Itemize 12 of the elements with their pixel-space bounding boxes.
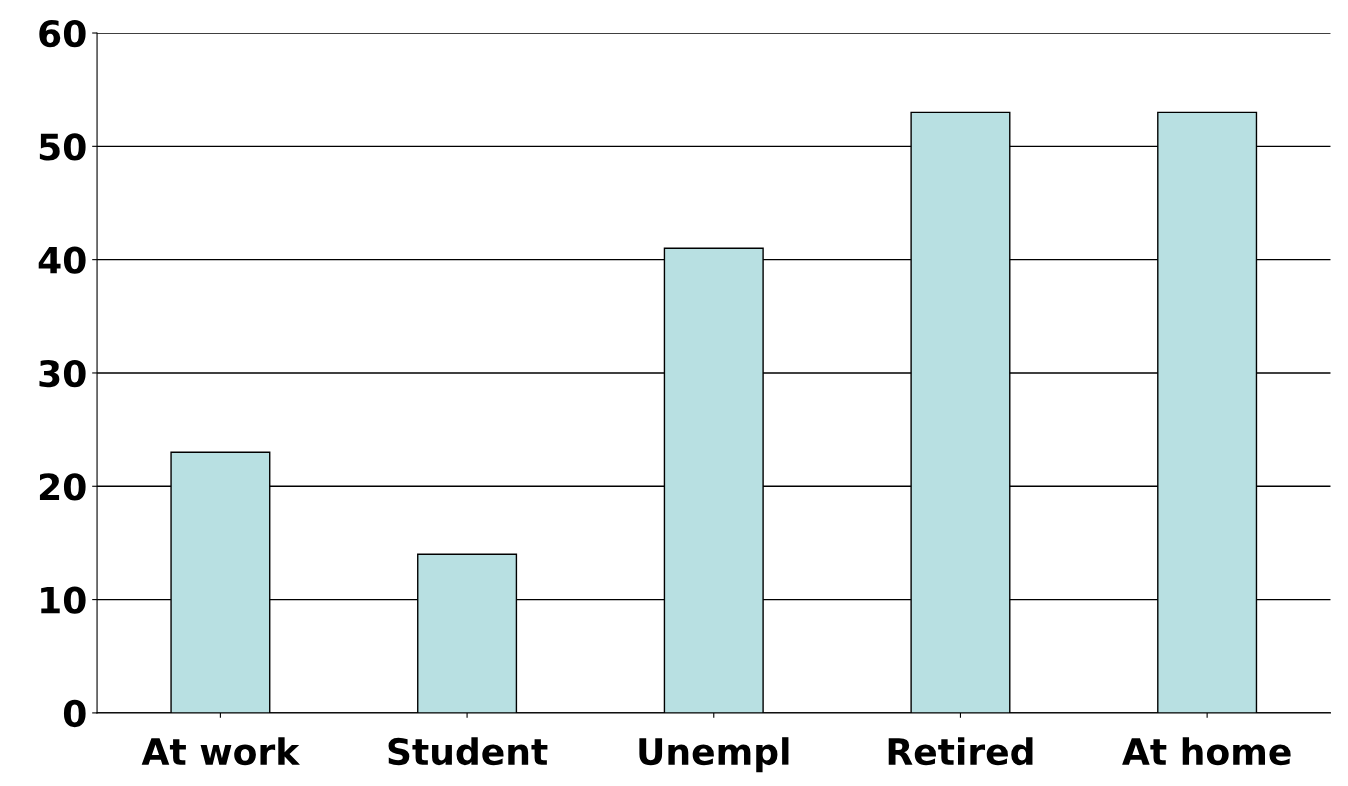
x-tick-label: Retired [888,737,1033,766]
y-tick-label: 20 [39,473,86,501]
x-tick-label: Student [388,737,548,766]
y-tick-label: 10 [41,586,86,614]
y-tick-label: 60 [39,19,86,48]
x-tick-label: At work [141,737,300,766]
y-tick-label: 40 [38,246,86,274]
x-tick-label: Unempl [639,737,789,773]
y-tick-label: 0 [63,699,86,728]
y-tick-label: 50 [39,133,86,161]
y-tick-label: 30 [39,359,86,388]
x-tick-label: At home [1122,737,1291,766]
